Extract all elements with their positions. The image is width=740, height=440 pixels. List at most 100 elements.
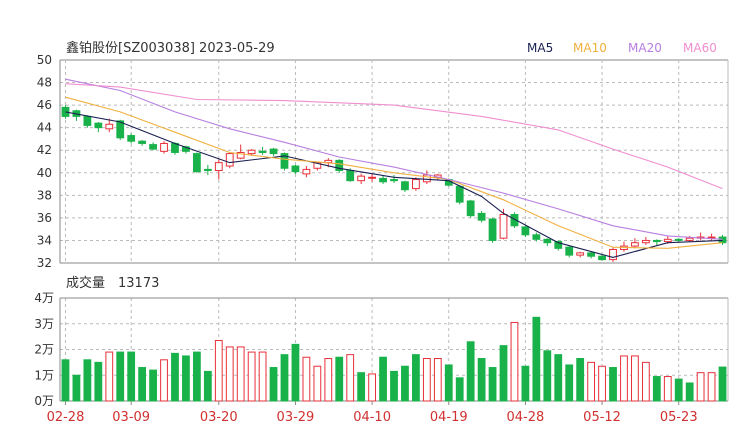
volume-bar bbox=[554, 354, 563, 402]
price-tick-label: 38 bbox=[37, 188, 52, 202]
ma-line-ma20 bbox=[65, 78, 723, 240]
volume-bar bbox=[83, 359, 92, 402]
candle-body bbox=[412, 179, 420, 190]
volume-bar bbox=[346, 354, 355, 402]
volume-bar bbox=[280, 354, 289, 402]
legend: MA5 MA10 MA20 MA60 bbox=[527, 41, 717, 55]
volume-bar bbox=[433, 358, 442, 402]
date-tick-label: 03-29 bbox=[277, 410, 315, 425]
volume-bar bbox=[225, 346, 234, 402]
candle-body bbox=[335, 159, 344, 172]
volume-bar bbox=[401, 365, 409, 402]
legend-ma10: MA10 bbox=[573, 41, 607, 55]
candle-body bbox=[83, 115, 92, 126]
candle-body bbox=[138, 140, 147, 144]
volume-bar bbox=[641, 361, 650, 402]
volume-bar bbox=[127, 351, 136, 402]
date-tick-label: 03-09 bbox=[112, 410, 150, 425]
volume-bar bbox=[182, 355, 190, 402]
price-tick-label: 42 bbox=[37, 143, 52, 157]
volume-bar bbox=[499, 345, 508, 402]
volume-bar bbox=[663, 376, 672, 402]
volume-bar bbox=[565, 364, 574, 402]
volume-bar bbox=[390, 370, 398, 402]
candle-body bbox=[652, 239, 661, 243]
candle-body bbox=[707, 236, 716, 239]
candle-body bbox=[598, 255, 606, 261]
volume-bar bbox=[466, 341, 475, 402]
volume-bar bbox=[652, 376, 661, 402]
candle-body bbox=[247, 149, 256, 155]
candle-body bbox=[674, 238, 683, 241]
ma-line-ma10 bbox=[65, 96, 723, 249]
candle-body bbox=[203, 168, 212, 172]
volume-bars bbox=[61, 316, 727, 402]
volume-bar bbox=[94, 361, 103, 402]
candle-body bbox=[576, 252, 585, 256]
candle-body bbox=[532, 234, 541, 240]
date-tick-label: 05-12 bbox=[583, 410, 621, 425]
volume-bar bbox=[192, 351, 201, 402]
volume-bar bbox=[532, 316, 541, 402]
volume-bar bbox=[269, 367, 278, 402]
candle-body bbox=[565, 246, 574, 256]
volume-bar bbox=[291, 343, 300, 402]
date-tick-label: 05-23 bbox=[660, 410, 698, 425]
candle-body bbox=[105, 123, 114, 130]
volume-axis: 4万 3万 2万 1万 0万 bbox=[34, 291, 54, 408]
candle-body bbox=[499, 214, 508, 239]
candle-body bbox=[685, 237, 694, 241]
volume-bar bbox=[543, 350, 552, 402]
volume-bar bbox=[631, 355, 639, 402]
volume-bar bbox=[444, 364, 453, 402]
candle-body bbox=[61, 106, 70, 117]
candle-body bbox=[116, 120, 125, 139]
date-tick-label: 04-28 bbox=[507, 410, 545, 425]
date-tick-label: 04-10 bbox=[353, 410, 391, 425]
volume-value: 13173 bbox=[118, 276, 159, 291]
ma-line-ma60 bbox=[65, 83, 723, 190]
volume-tick-label: 3万 bbox=[34, 317, 54, 331]
volume-bar bbox=[422, 358, 431, 402]
candle-body bbox=[149, 144, 157, 150]
volume-bar bbox=[510, 321, 519, 402]
candle-body bbox=[663, 238, 672, 243]
candle-body bbox=[609, 248, 617, 261]
candle-body bbox=[214, 162, 223, 172]
volume-bar bbox=[412, 354, 420, 402]
candle-body bbox=[390, 179, 398, 182]
legend-ma60: MA60 bbox=[683, 41, 717, 55]
price-tick-label: 46 bbox=[37, 98, 52, 112]
volume-bar bbox=[160, 359, 168, 402]
volume-tick-label: 1万 bbox=[34, 368, 54, 382]
volume-bar bbox=[718, 366, 727, 402]
candle-body bbox=[192, 153, 201, 173]
ma-line-ma5 bbox=[65, 111, 723, 258]
legend-ma20: MA20 bbox=[628, 41, 662, 55]
candle-body bbox=[641, 239, 650, 244]
price-tick-label: 44 bbox=[37, 121, 52, 135]
candlesticks bbox=[61, 105, 727, 262]
candle-body bbox=[357, 175, 366, 182]
volume-bar bbox=[302, 356, 311, 402]
candle-body bbox=[521, 226, 530, 236]
volume-bar bbox=[324, 358, 333, 402]
volume-label: 成交量 bbox=[66, 275, 105, 291]
price-tick-label: 34 bbox=[37, 233, 52, 247]
volume-bar bbox=[620, 355, 628, 402]
candle-body bbox=[379, 177, 387, 183]
date-tick-label: 03-20 bbox=[200, 410, 238, 425]
candle-body bbox=[291, 165, 300, 173]
volume-bar bbox=[236, 346, 245, 402]
volume-bar bbox=[368, 373, 376, 402]
volume-bar bbox=[116, 351, 125, 402]
candle-body bbox=[477, 212, 486, 221]
volume-bar bbox=[477, 358, 486, 402]
volume-bar bbox=[105, 351, 114, 402]
price-tick-label: 48 bbox=[37, 76, 52, 90]
volume-bar bbox=[587, 361, 596, 402]
date-tick-label: 02-28 bbox=[47, 410, 85, 425]
volume-bar bbox=[685, 382, 694, 402]
volume-bar bbox=[598, 365, 606, 402]
